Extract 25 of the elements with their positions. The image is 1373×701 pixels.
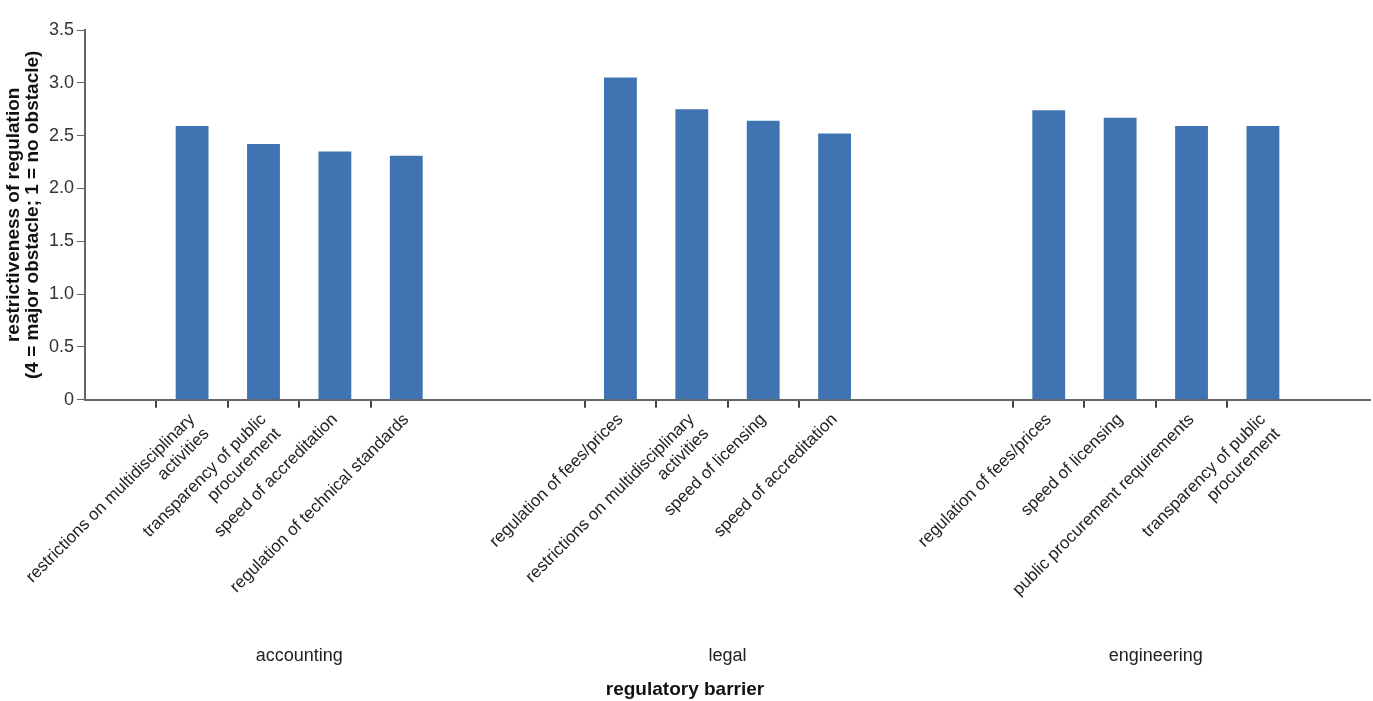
y-tick-label: 3.0 bbox=[48, 71, 75, 92]
text: engineering bbox=[1108, 644, 1203, 665]
bar bbox=[175, 126, 209, 400]
bar bbox=[818, 133, 852, 400]
bar bbox=[389, 155, 423, 400]
y-tick-label: 0.5 bbox=[48, 335, 75, 356]
bar bbox=[318, 151, 352, 400]
y-tick-label: 0 bbox=[64, 388, 75, 409]
text: legal bbox=[708, 644, 747, 665]
bar bbox=[604, 77, 637, 400]
bar bbox=[1246, 126, 1280, 400]
y-tick-label: 1.5 bbox=[48, 230, 75, 251]
y-tick-label: 1.0 bbox=[48, 282, 75, 303]
y-tick-label: 2.0 bbox=[48, 177, 75, 198]
bar bbox=[675, 109, 709, 400]
y-axis-title: restrictiveness of regulation (4 = major obstacle; 1 = no obstacle) bbox=[1, 50, 42, 380]
bar bbox=[746, 120, 780, 400]
y-tick-label: 2.5 bbox=[48, 124, 75, 145]
text: accounting bbox=[255, 644, 343, 665]
bar bbox=[1175, 126, 1208, 400]
y-tick-label: 3.5 bbox=[48, 18, 75, 39]
bar bbox=[1103, 117, 1137, 400]
bar bbox=[1032, 110, 1066, 400]
bar bbox=[247, 144, 280, 400]
x-axis-title: regulatory barrier bbox=[605, 677, 765, 699]
